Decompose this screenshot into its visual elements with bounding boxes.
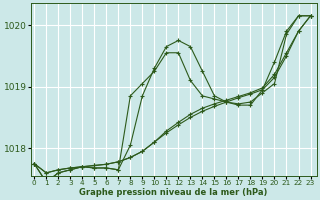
X-axis label: Graphe pression niveau de la mer (hPa): Graphe pression niveau de la mer (hPa) [79, 188, 268, 197]
